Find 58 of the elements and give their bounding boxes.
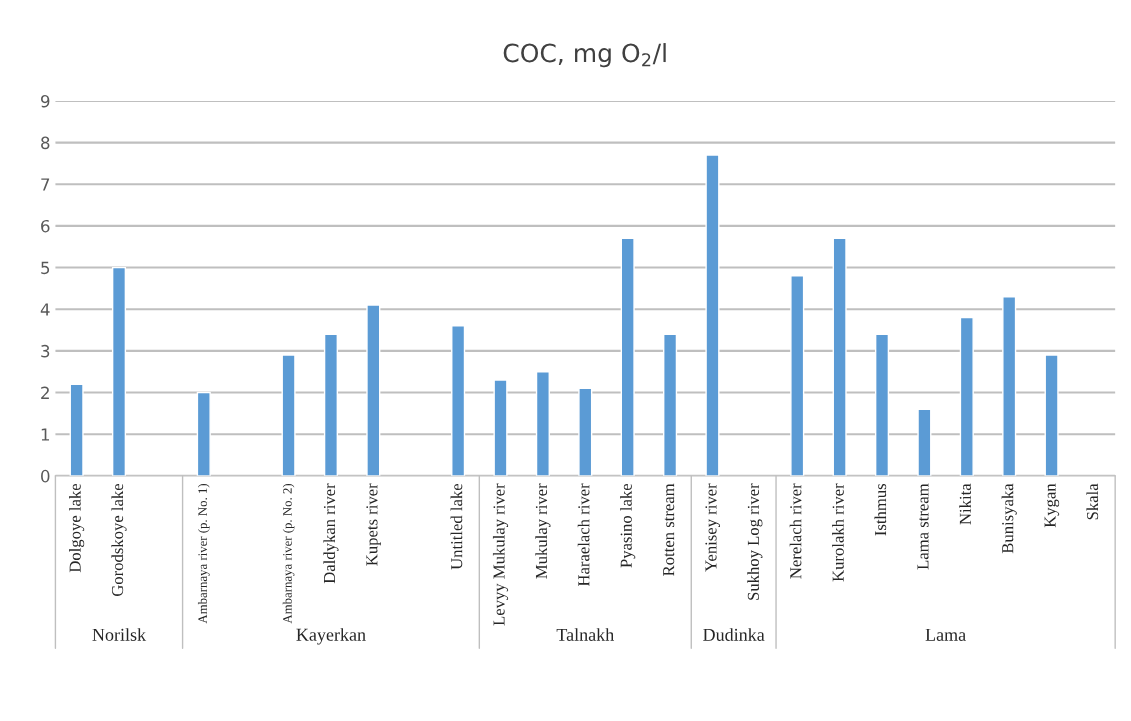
y-tick-label: 4: [40, 303, 50, 316]
x-tick-label: Kurolakh river: [832, 483, 844, 582]
bar: [281, 354, 296, 476]
x-tick-label: Levyy Mukulay river: [492, 483, 509, 626]
bar: [493, 379, 508, 476]
bar: [790, 275, 805, 476]
x-tick-label: Skala: [1086, 483, 1099, 520]
x-tick-label: Mukulay river: [535, 483, 551, 579]
x-tick-label: Sukhoy Log river: [747, 483, 763, 600]
x-tick-label: Ambarnaya river (p. No. 1): [197, 483, 210, 624]
x-tick-label: Nikita: [959, 483, 971, 525]
bar: [366, 304, 381, 476]
x-tick-label: Gorodskoye lake: [111, 483, 127, 597]
bar: [1044, 354, 1059, 476]
x-tick-label: Pyasino lake: [620, 483, 636, 568]
text: Lama: [925, 628, 966, 641]
x-tick-label: Untitled lake: [450, 483, 463, 570]
bar: [451, 325, 466, 476]
x-tick-label: Kupets river: [366, 483, 381, 566]
bar: [832, 237, 847, 476]
x-tick-label: Lama stream: [917, 483, 929, 570]
text: Norilsk: [92, 628, 147, 641]
x-tick-label: Dolgoye lake: [69, 483, 85, 573]
bar: [917, 408, 932, 476]
x-tick-label: Daldykan river: [323, 483, 339, 584]
x-tick-label: Kygan: [1044, 483, 1060, 528]
text: Dudinka: [703, 628, 765, 641]
y-tick-label: 6: [41, 219, 50, 233]
x-tick-label: Nerelach river: [789, 483, 802, 579]
x-tick-label: Yenisey river: [705, 483, 721, 572]
text: Talnakh: [556, 628, 614, 641]
bar: [578, 387, 593, 476]
x-tick-label: Haraelach river: [577, 483, 590, 587]
bar: [874, 333, 890, 476]
y-tick-label: 9: [41, 94, 50, 108]
x-tick-label: Rotten stream: [663, 483, 675, 576]
y-tick-label: 0: [41, 469, 50, 483]
bar: [663, 333, 678, 476]
y-tick-label: 7: [41, 178, 50, 191]
y-tick-label: 3: [41, 344, 50, 358]
bar: [620, 237, 635, 476]
x-tick-label: Bunisyaka: [1001, 483, 1017, 554]
bar: [196, 391, 211, 476]
bar: [69, 383, 84, 476]
bar: [323, 333, 339, 476]
x-tick-label: Isthmus: [874, 483, 887, 536]
bar: [535, 371, 550, 476]
chart-title: COC, mg O$_{2}$/l: [503, 43, 666, 68]
bar: [705, 154, 720, 476]
x-tick-label: Ambarnaya river (p. No. 2): [282, 483, 295, 624]
bar: [959, 316, 974, 476]
y-tick-label: 5: [41, 261, 50, 275]
bar: [1002, 296, 1017, 476]
text: Kayerkan: [296, 628, 366, 645]
y-tick-label: 1: [41, 428, 50, 441]
y-tick-label: 2: [41, 386, 49, 399]
y-tick-label: 8: [41, 136, 50, 150]
bar: [111, 266, 127, 476]
